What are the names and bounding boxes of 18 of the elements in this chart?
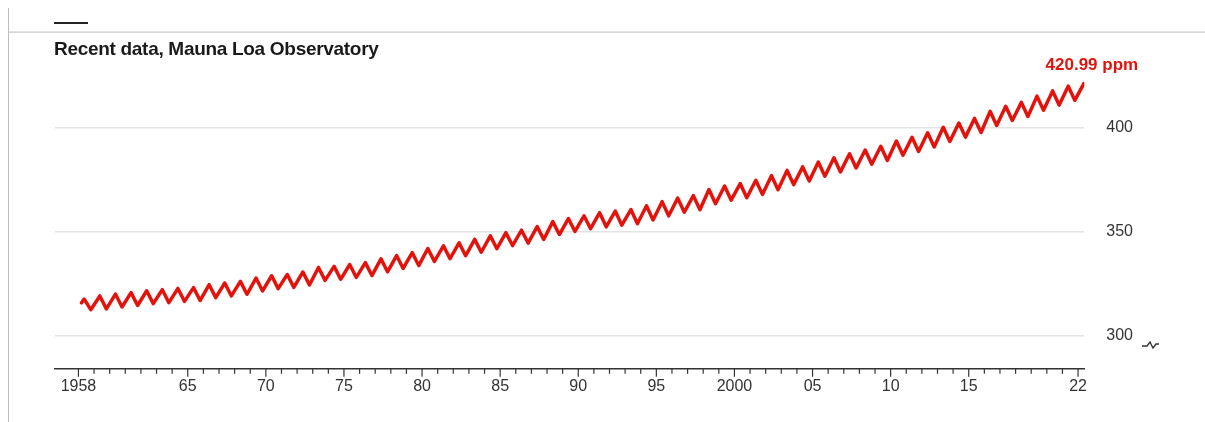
- x-tick-label: 85: [491, 376, 510, 394]
- x-tick-label: 95: [647, 376, 666, 394]
- x-tick-label: 90: [569, 376, 588, 394]
- y-tick-label: 350: [1106, 221, 1134, 239]
- x-tick-label: 22: [1069, 376, 1088, 394]
- x-tick-label: 15: [959, 376, 978, 394]
- y-tick-label: 400: [1106, 117, 1134, 135]
- x-tick-label: 65: [178, 376, 197, 394]
- x-tick-label: 10: [881, 376, 900, 394]
- y-tick-label: 300: [1106, 325, 1134, 343]
- annotation: 420.99 ppm: [1045, 54, 1139, 74]
- x-tick-label: 05: [803, 376, 822, 394]
- x-tick-label: 70: [256, 376, 275, 394]
- x-tick-label: 80: [413, 376, 432, 394]
- x-tick-label: 2000: [716, 376, 753, 394]
- x-tick-label: 1958: [60, 376, 97, 394]
- x-tick-label: 75: [335, 376, 353, 394]
- chart-title: Recent data, Mauna Loa Observatory: [54, 38, 379, 60]
